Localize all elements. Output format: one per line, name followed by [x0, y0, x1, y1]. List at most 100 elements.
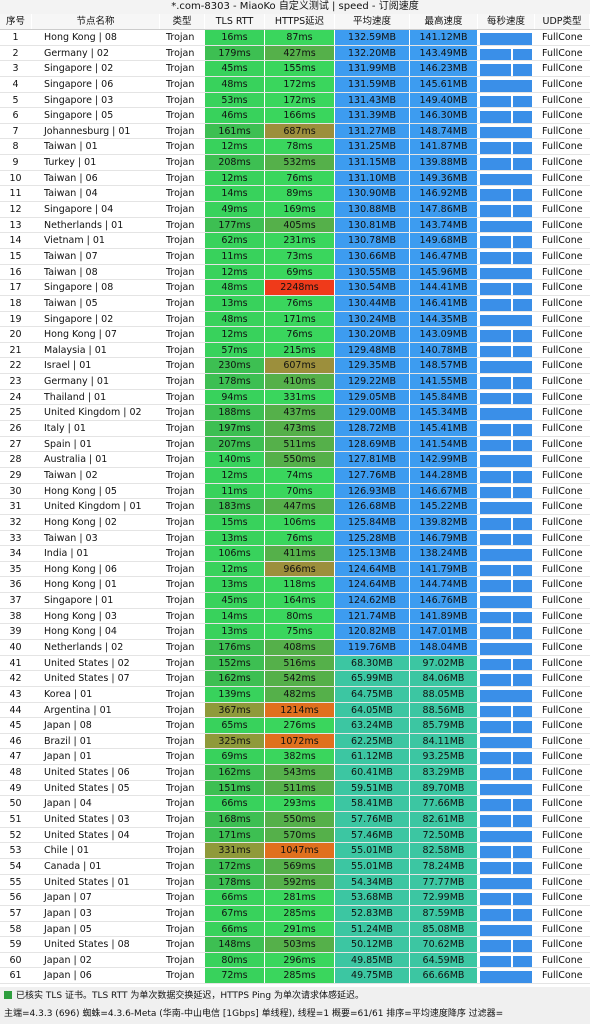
cell: 139.82MB	[410, 514, 478, 530]
cell: 131.15MB	[335, 155, 410, 170]
table-row: 53 Chile | 01 Trojan 331ms 1047ms 55.01MB 82.5…	[0, 843, 590, 859]
cell: 76ms	[265, 530, 335, 546]
table-row: 60 Japan | 02 Trojan 80ms 296ms 49.85MB 64.59M…	[0, 952, 590, 969]
cell: United States | 02	[32, 655, 160, 671]
cell: 42	[0, 671, 32, 686]
cell: 127.81MB	[335, 452, 410, 467]
cell: Trojan	[160, 608, 205, 624]
cell: 18	[0, 295, 32, 311]
cell: 172ms	[265, 92, 335, 108]
speed-graph-cell	[478, 686, 535, 702]
cell: 143.74MB	[410, 217, 478, 233]
column-header: 节点名称	[32, 14, 160, 29]
cell: Trojan	[160, 342, 205, 358]
cell: 54	[0, 858, 32, 874]
speed-graph-cell	[478, 30, 535, 45]
cell: Netherlands | 02	[32, 639, 160, 655]
cell: 69ms	[265, 264, 335, 280]
speed-graph-cell	[478, 827, 535, 843]
cell: Taiwan | 07	[32, 248, 160, 264]
cell: Chile | 01	[32, 843, 160, 858]
cell: 89.70MB	[410, 780, 478, 796]
note-text: 已核实 TLS 证书。TLS RTT 为单次数据交换延迟，HTTPS Ping …	[16, 991, 364, 1001]
speed-graph	[480, 955, 532, 968]
cell: FullCone	[535, 202, 590, 217]
cell: 87ms	[265, 30, 335, 45]
cell: Trojan	[160, 639, 205, 655]
cell: 129.05MB	[335, 389, 410, 405]
cell: 59	[0, 937, 32, 952]
cell: 49.75MB	[335, 968, 410, 984]
cell: 16	[0, 264, 32, 280]
speed-graph-cell	[478, 702, 535, 718]
cell: 482ms	[265, 686, 335, 702]
cell: Trojan	[160, 295, 205, 311]
speed-graph-cell	[478, 248, 535, 264]
cell: Trojan	[160, 671, 205, 686]
cell: 144.41MB	[410, 280, 478, 295]
cell: 46	[0, 733, 32, 749]
table-row: 22 Israel | 01 Trojan 230ms 607ms 129.35MB 148…	[0, 358, 590, 375]
cell: 2	[0, 45, 32, 61]
speed-graph	[480, 689, 532, 702]
cell: Netherlands | 01	[32, 217, 160, 233]
cell: Germany | 02	[32, 45, 160, 61]
cell: 145.61MB	[410, 76, 478, 92]
speed-graph	[480, 236, 532, 248]
table-row: 48 United States | 06 Trojan 162ms 543ms 60.4…	[0, 765, 590, 781]
cell: 51	[0, 812, 32, 827]
speed-graph	[480, 298, 532, 311]
speed-graph-cell	[478, 342, 535, 358]
cell: Trojan	[160, 374, 205, 389]
table-row: 32 Hong Kong | 02 Trojan 15ms 106ms 125.84MB 1…	[0, 514, 590, 531]
cell: Trojan	[160, 202, 205, 217]
speed-graph	[480, 79, 532, 92]
speed-graph	[480, 205, 532, 217]
cell: FullCone	[535, 905, 590, 921]
cell: 607ms	[265, 358, 335, 374]
cell: 569ms	[265, 858, 335, 874]
cell: 55	[0, 874, 32, 890]
cell: 124.62MB	[335, 593, 410, 608]
cell: 12ms	[205, 467, 265, 483]
cell: FullCone	[535, 342, 590, 358]
cell: 61.12MB	[335, 749, 410, 765]
cell: 66ms	[205, 921, 265, 937]
speed-graph	[480, 377, 532, 389]
cell: 130.44MB	[335, 295, 410, 311]
cell: 141.89MB	[410, 608, 478, 624]
table-row: 2 Germany | 02 Trojan 179ms 427ms 132.20MB 143…	[0, 45, 590, 62]
cell: 177ms	[205, 217, 265, 233]
cell: 55.01MB	[335, 843, 410, 858]
cell: Trojan	[160, 452, 205, 467]
cell: 26	[0, 421, 32, 436]
cell: FullCone	[535, 952, 590, 968]
cell: Taiwan | 05	[32, 295, 160, 311]
cell: 87.59MB	[410, 905, 478, 921]
cell: Italy | 01	[32, 421, 160, 436]
table-row: 11 Taiwan | 04 Trojan 14ms 89ms 130.90MB 146.9…	[0, 186, 590, 203]
speed-graph	[480, 799, 532, 812]
cell: 146.92MB	[410, 186, 478, 202]
cell: FullCone	[535, 327, 590, 342]
cell: 131.25MB	[335, 139, 410, 155]
cell: Korea | 01	[32, 686, 160, 702]
cell: 72.99MB	[410, 890, 478, 905]
cell: 24	[0, 389, 32, 405]
table-row: 56 Japan | 07 Trojan 66ms 281ms 53.68MB 72.99M…	[0, 890, 590, 906]
cell: 15ms	[205, 514, 265, 530]
cell: 8	[0, 139, 32, 155]
speed-graph-cell	[478, 921, 535, 937]
cell: FullCone	[535, 155, 590, 170]
speed-graph-cell	[478, 217, 535, 233]
speed-graph	[480, 64, 532, 76]
cell: 31	[0, 499, 32, 514]
cell: FullCone	[535, 280, 590, 295]
table-row: 13 Netherlands | 01 Trojan 177ms 405ms 130.81…	[0, 217, 590, 234]
cell: United States | 01	[32, 874, 160, 890]
cell: 145.41MB	[410, 421, 478, 436]
cell: Trojan	[160, 186, 205, 202]
cell: 129.00MB	[335, 405, 410, 421]
cell: 15	[0, 248, 32, 264]
